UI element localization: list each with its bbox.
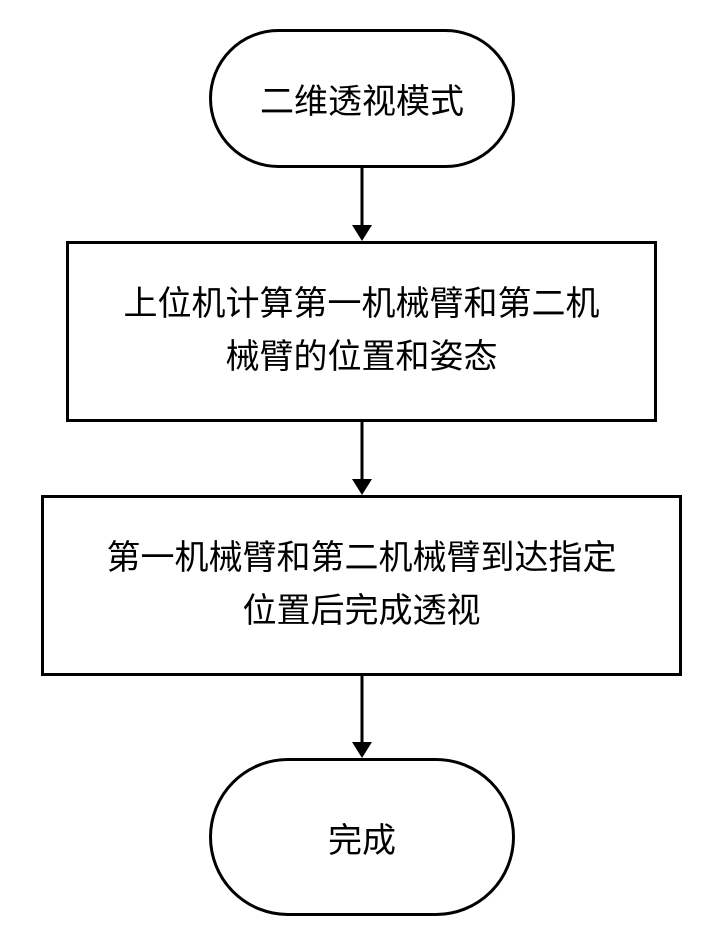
- flowchart-node-n3: 第一机械臂和第二机械臂到达指定 位置后完成透视: [41, 495, 682, 676]
- flowchart-arrow-2: [350, 676, 374, 758]
- flowchart-node-label: 第一机械臂和第二机械臂到达指定 位置后完成透视: [107, 533, 617, 638]
- flowchart-node-label: 二维透视模式: [260, 74, 464, 123]
- flowchart-node-label: 完成: [328, 813, 396, 862]
- flowchart-canvas: 二维透视模式上位机计算第一机械臂和第二机 械臂的位置和姿态第一机械臂和第二机械臂…: [0, 0, 723, 944]
- flowchart-node-n1: 二维透视模式: [209, 29, 515, 168]
- flowchart-arrow-0: [350, 168, 374, 241]
- flowchart-node-n4: 完成: [209, 758, 515, 916]
- flowchart-node-n2: 上位机计算第一机械臂和第二机 械臂的位置和姿态: [66, 241, 657, 422]
- flowchart-node-label: 上位机计算第一机械臂和第二机 械臂的位置和姿态: [124, 279, 600, 384]
- flowchart-arrow-1: [350, 422, 374, 495]
